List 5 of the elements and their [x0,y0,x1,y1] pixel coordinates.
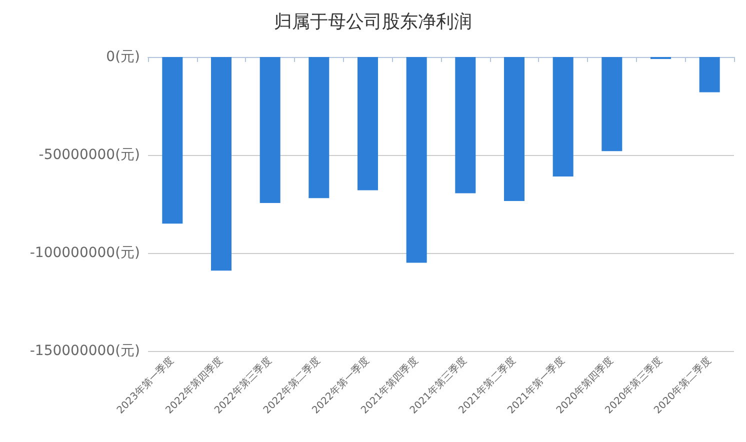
y-tick-label: 0(元) [106,49,140,65]
y-tick-label: -150000000(元) [30,343,140,359]
chart-title: 归属于母公司股东净利润 [274,12,472,32]
y-tick-label: -50000000(元) [38,147,140,163]
y-tick-label: -100000000(元) [30,245,140,261]
